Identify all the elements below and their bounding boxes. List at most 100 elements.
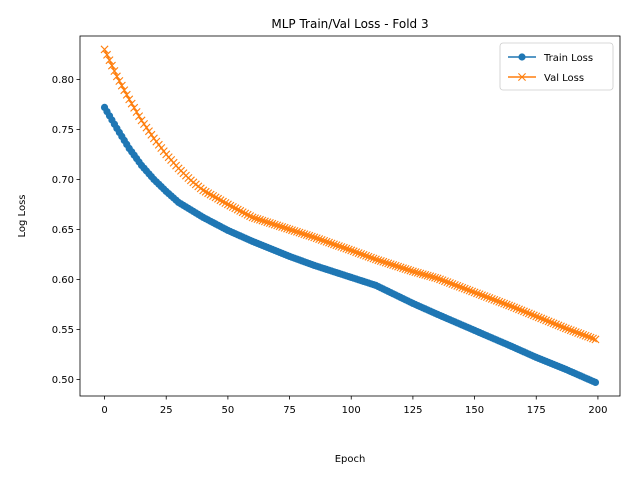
data-point — [120, 86, 129, 95]
data-point — [295, 228, 304, 237]
data-point — [465, 286, 474, 295]
data-point — [401, 265, 410, 273]
data-point — [495, 297, 504, 306]
x-tick-label: 0 — [101, 405, 107, 416]
data-point — [260, 217, 269, 226]
data-point — [480, 292, 489, 301]
data-point — [322, 237, 331, 246]
data-point — [107, 61, 116, 70]
y-tick-label: 0.60 — [52, 275, 74, 286]
data-point — [448, 280, 457, 288]
data-point — [218, 197, 227, 206]
y-tick-label: 0.50 — [52, 375, 74, 386]
data-point — [292, 227, 301, 236]
data-point — [117, 81, 126, 90]
data-point — [147, 130, 156, 139]
data-point — [485, 294, 494, 302]
data-point — [228, 203, 237, 211]
data-point — [399, 264, 408, 273]
data-point — [280, 223, 289, 232]
data-point — [140, 120, 149, 128]
data-point — [125, 95, 134, 104]
data-point — [379, 257, 388, 266]
data-point — [500, 299, 509, 308]
data-point — [364, 252, 373, 261]
data-point — [337, 242, 346, 251]
data-point — [532, 312, 541, 321]
y-tick-label: 0.75 — [52, 125, 74, 136]
data-point — [537, 314, 546, 323]
data-point — [223, 200, 232, 209]
legend-box — [499, 42, 614, 91]
data-point — [391, 261, 400, 270]
data-point — [112, 72, 121, 81]
data-point — [246, 212, 255, 221]
data-point — [130, 103, 139, 112]
data-point — [374, 256, 383, 265]
data-point — [591, 335, 600, 344]
y-tick-label: 0.80 — [52, 75, 74, 86]
data-point — [349, 247, 358, 256]
data-point — [522, 308, 531, 317]
x-tick-label: 150 — [465, 405, 484, 416]
data-point — [137, 116, 146, 125]
y-axis: 0.50 0.55 0.60 0.65 0.70 0.75 0.80 — [52, 75, 80, 386]
data-point — [542, 316, 551, 325]
x-tick-label: 75 — [283, 405, 296, 416]
data-point — [468, 287, 477, 296]
data-point — [381, 258, 390, 267]
data-point — [288, 226, 297, 235]
data-point — [376, 257, 385, 265]
data-point — [559, 323, 568, 332]
data-point — [110, 67, 119, 75]
data-point — [403, 265, 412, 274]
data-point — [569, 327, 578, 336]
data-point — [253, 215, 262, 223]
data-point — [122, 90, 131, 99]
data-point — [440, 277, 449, 286]
data-point — [463, 285, 472, 294]
data-point — [497, 298, 506, 307]
data-point — [329, 240, 338, 249]
data-point — [492, 296, 501, 305]
data-point — [411, 268, 420, 277]
data-point — [199, 186, 208, 195]
data-point — [327, 239, 336, 248]
data-point — [502, 300, 511, 309]
data-point — [458, 283, 467, 292]
data-point — [209, 192, 218, 200]
data-point — [270, 220, 279, 229]
data-point — [551, 320, 560, 329]
data-point — [556, 322, 565, 331]
data-point — [428, 273, 437, 281]
data-point — [263, 218, 272, 227]
data-point — [115, 77, 124, 85]
legend-entry: Val Loss — [508, 73, 584, 84]
x-tick-label: 200 — [588, 405, 607, 416]
data-point — [529, 311, 538, 320]
data-point — [436, 275, 445, 284]
data-point — [236, 206, 245, 215]
data-point — [132, 108, 141, 116]
data-point — [243, 210, 252, 219]
legend-label: Train Loss — [543, 53, 593, 64]
data-point — [105, 56, 114, 65]
data-point — [283, 224, 292, 233]
data-point — [206, 190, 215, 199]
data-point — [352, 248, 361, 257]
axes-frame — [79, 35, 621, 397]
data-point — [549, 319, 558, 328]
y-axis-label: Log Loss — [17, 195, 28, 238]
data-point — [315, 235, 324, 244]
data-point — [473, 289, 482, 298]
data-point — [214, 194, 223, 203]
data-point — [211, 193, 220, 202]
plot-area — [100, 45, 600, 386]
data-point — [317, 236, 326, 244]
data-point — [477, 291, 486, 300]
data-point — [581, 331, 590, 340]
chart-title: MLP Train/Val Loss - Fold 3 — [271, 17, 428, 31]
data-point — [221, 199, 230, 207]
data-point — [201, 187, 210, 196]
data-point — [305, 231, 314, 240]
